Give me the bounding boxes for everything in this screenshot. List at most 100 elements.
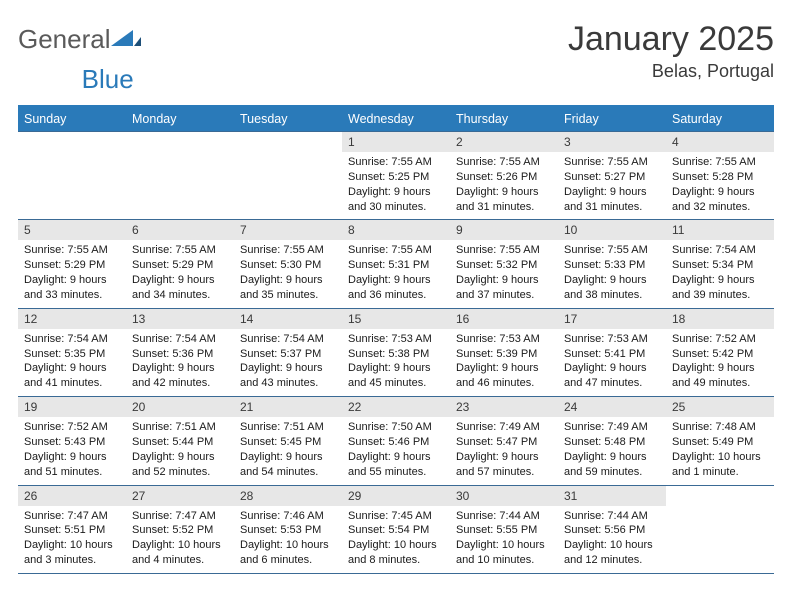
- day-number: 18: [666, 309, 774, 329]
- weekday-header: Thursday: [450, 106, 558, 132]
- day-number: 10: [558, 220, 666, 240]
- day-details: Sunrise: 7:52 AMSunset: 5:43 PMDaylight:…: [18, 417, 126, 484]
- day-number: 8: [342, 220, 450, 240]
- day-details: Sunrise: 7:44 AMSunset: 5:55 PMDaylight:…: [450, 506, 558, 573]
- calendar-day-cell: 21Sunrise: 7:51 AMSunset: 5:45 PMDayligh…: [234, 397, 342, 485]
- day-details: Sunrise: 7:47 AMSunset: 5:52 PMDaylight:…: [126, 506, 234, 573]
- day-number: 12: [18, 309, 126, 329]
- day-number: 20: [126, 397, 234, 417]
- calendar-day-cell: [126, 132, 234, 220]
- day-details: Sunrise: 7:49 AMSunset: 5:48 PMDaylight:…: [558, 417, 666, 484]
- day-number: 23: [450, 397, 558, 417]
- day-number: 11: [666, 220, 774, 240]
- calendar-day-cell: 2Sunrise: 7:55 AMSunset: 5:26 PMDaylight…: [450, 132, 558, 220]
- weekday-header: Sunday: [18, 106, 126, 132]
- calendar-day-cell: 28Sunrise: 7:46 AMSunset: 5:53 PMDayligh…: [234, 485, 342, 573]
- day-number: 21: [234, 397, 342, 417]
- day-number: [666, 486, 774, 506]
- day-number: [126, 132, 234, 152]
- day-number: 26: [18, 486, 126, 506]
- day-details: Sunrise: 7:55 AMSunset: 5:30 PMDaylight:…: [234, 240, 342, 307]
- day-number: 6: [126, 220, 234, 240]
- day-number: 13: [126, 309, 234, 329]
- calendar-day-cell: [18, 132, 126, 220]
- day-details: Sunrise: 7:55 AMSunset: 5:31 PMDaylight:…: [342, 240, 450, 307]
- day-number: 17: [558, 309, 666, 329]
- calendar-day-cell: 5Sunrise: 7:55 AMSunset: 5:29 PMDaylight…: [18, 220, 126, 308]
- logo-word2: Blue: [82, 64, 134, 95]
- day-details: Sunrise: 7:53 AMSunset: 5:38 PMDaylight:…: [342, 329, 450, 396]
- calendar-table: SundayMondayTuesdayWednesdayThursdayFrid…: [18, 105, 774, 574]
- day-number: 3: [558, 132, 666, 152]
- day-details: Sunrise: 7:44 AMSunset: 5:56 PMDaylight:…: [558, 506, 666, 573]
- calendar-header-row: SundayMondayTuesdayWednesdayThursdayFrid…: [18, 106, 774, 132]
- day-number: 24: [558, 397, 666, 417]
- calendar-week-row: 1Sunrise: 7:55 AMSunset: 5:25 PMDaylight…: [18, 132, 774, 220]
- day-number: 25: [666, 397, 774, 417]
- calendar-day-cell: 23Sunrise: 7:49 AMSunset: 5:47 PMDayligh…: [450, 397, 558, 485]
- calendar-day-cell: 25Sunrise: 7:48 AMSunset: 5:49 PMDayligh…: [666, 397, 774, 485]
- calendar-body: 1Sunrise: 7:55 AMSunset: 5:25 PMDaylight…: [18, 132, 774, 574]
- day-details: Sunrise: 7:48 AMSunset: 5:49 PMDaylight:…: [666, 417, 774, 484]
- day-number: 9: [450, 220, 558, 240]
- logo-word1: General: [18, 24, 111, 55]
- day-number: 4: [666, 132, 774, 152]
- day-number: 1: [342, 132, 450, 152]
- day-number: 29: [342, 486, 450, 506]
- day-number: 27: [126, 486, 234, 506]
- day-details: Sunrise: 7:52 AMSunset: 5:42 PMDaylight:…: [666, 329, 774, 396]
- day-number: 19: [18, 397, 126, 417]
- calendar-day-cell: 10Sunrise: 7:55 AMSunset: 5:33 PMDayligh…: [558, 220, 666, 308]
- calendar-week-row: 26Sunrise: 7:47 AMSunset: 5:51 PMDayligh…: [18, 485, 774, 573]
- day-details: [234, 152, 342, 160]
- day-details: Sunrise: 7:54 AMSunset: 5:37 PMDaylight:…: [234, 329, 342, 396]
- calendar-day-cell: 11Sunrise: 7:54 AMSunset: 5:34 PMDayligh…: [666, 220, 774, 308]
- day-details: Sunrise: 7:53 AMSunset: 5:39 PMDaylight:…: [450, 329, 558, 396]
- calendar-day-cell: [234, 132, 342, 220]
- day-details: Sunrise: 7:55 AMSunset: 5:28 PMDaylight:…: [666, 152, 774, 219]
- calendar-day-cell: 20Sunrise: 7:51 AMSunset: 5:44 PMDayligh…: [126, 397, 234, 485]
- weekday-header: Monday: [126, 106, 234, 132]
- calendar-day-cell: 15Sunrise: 7:53 AMSunset: 5:38 PMDayligh…: [342, 308, 450, 396]
- day-number: 31: [558, 486, 666, 506]
- calendar-day-cell: 19Sunrise: 7:52 AMSunset: 5:43 PMDayligh…: [18, 397, 126, 485]
- day-number: [234, 132, 342, 152]
- day-number: [18, 132, 126, 152]
- weekday-header: Tuesday: [234, 106, 342, 132]
- day-details: Sunrise: 7:54 AMSunset: 5:34 PMDaylight:…: [666, 240, 774, 307]
- calendar-day-cell: 7Sunrise: 7:55 AMSunset: 5:30 PMDaylight…: [234, 220, 342, 308]
- calendar-day-cell: 27Sunrise: 7:47 AMSunset: 5:52 PMDayligh…: [126, 485, 234, 573]
- calendar-day-cell: 12Sunrise: 7:54 AMSunset: 5:35 PMDayligh…: [18, 308, 126, 396]
- calendar-day-cell: 17Sunrise: 7:53 AMSunset: 5:41 PMDayligh…: [558, 308, 666, 396]
- calendar-day-cell: 6Sunrise: 7:55 AMSunset: 5:29 PMDaylight…: [126, 220, 234, 308]
- day-details: Sunrise: 7:50 AMSunset: 5:46 PMDaylight:…: [342, 417, 450, 484]
- day-details: Sunrise: 7:51 AMSunset: 5:45 PMDaylight:…: [234, 417, 342, 484]
- day-number: 22: [342, 397, 450, 417]
- day-details: Sunrise: 7:55 AMSunset: 5:33 PMDaylight:…: [558, 240, 666, 307]
- calendar-day-cell: 24Sunrise: 7:49 AMSunset: 5:48 PMDayligh…: [558, 397, 666, 485]
- day-details: Sunrise: 7:55 AMSunset: 5:27 PMDaylight:…: [558, 152, 666, 219]
- calendar-week-row: 19Sunrise: 7:52 AMSunset: 5:43 PMDayligh…: [18, 397, 774, 485]
- calendar-day-cell: 31Sunrise: 7:44 AMSunset: 5:56 PMDayligh…: [558, 485, 666, 573]
- calendar-day-cell: 22Sunrise: 7:50 AMSunset: 5:46 PMDayligh…: [342, 397, 450, 485]
- calendar-day-cell: 26Sunrise: 7:47 AMSunset: 5:51 PMDayligh…: [18, 485, 126, 573]
- day-details: Sunrise: 7:51 AMSunset: 5:44 PMDaylight:…: [126, 417, 234, 484]
- calendar-day-cell: 18Sunrise: 7:52 AMSunset: 5:42 PMDayligh…: [666, 308, 774, 396]
- day-number: 15: [342, 309, 450, 329]
- weekday-header: Saturday: [666, 106, 774, 132]
- calendar-day-cell: 30Sunrise: 7:44 AMSunset: 5:55 PMDayligh…: [450, 485, 558, 573]
- day-details: Sunrise: 7:55 AMSunset: 5:32 PMDaylight:…: [450, 240, 558, 307]
- calendar-week-row: 5Sunrise: 7:55 AMSunset: 5:29 PMDaylight…: [18, 220, 774, 308]
- day-number: 2: [450, 132, 558, 152]
- day-number: 5: [18, 220, 126, 240]
- day-details: Sunrise: 7:55 AMSunset: 5:29 PMDaylight:…: [18, 240, 126, 307]
- day-details: Sunrise: 7:55 AMSunset: 5:26 PMDaylight:…: [450, 152, 558, 219]
- day-details: Sunrise: 7:54 AMSunset: 5:35 PMDaylight:…: [18, 329, 126, 396]
- calendar-day-cell: 4Sunrise: 7:55 AMSunset: 5:28 PMDaylight…: [666, 132, 774, 220]
- day-details: Sunrise: 7:46 AMSunset: 5:53 PMDaylight:…: [234, 506, 342, 573]
- day-number: 16: [450, 309, 558, 329]
- day-number: 28: [234, 486, 342, 506]
- day-details: [126, 152, 234, 160]
- weekday-header: Wednesday: [342, 106, 450, 132]
- day-details: Sunrise: 7:54 AMSunset: 5:36 PMDaylight:…: [126, 329, 234, 396]
